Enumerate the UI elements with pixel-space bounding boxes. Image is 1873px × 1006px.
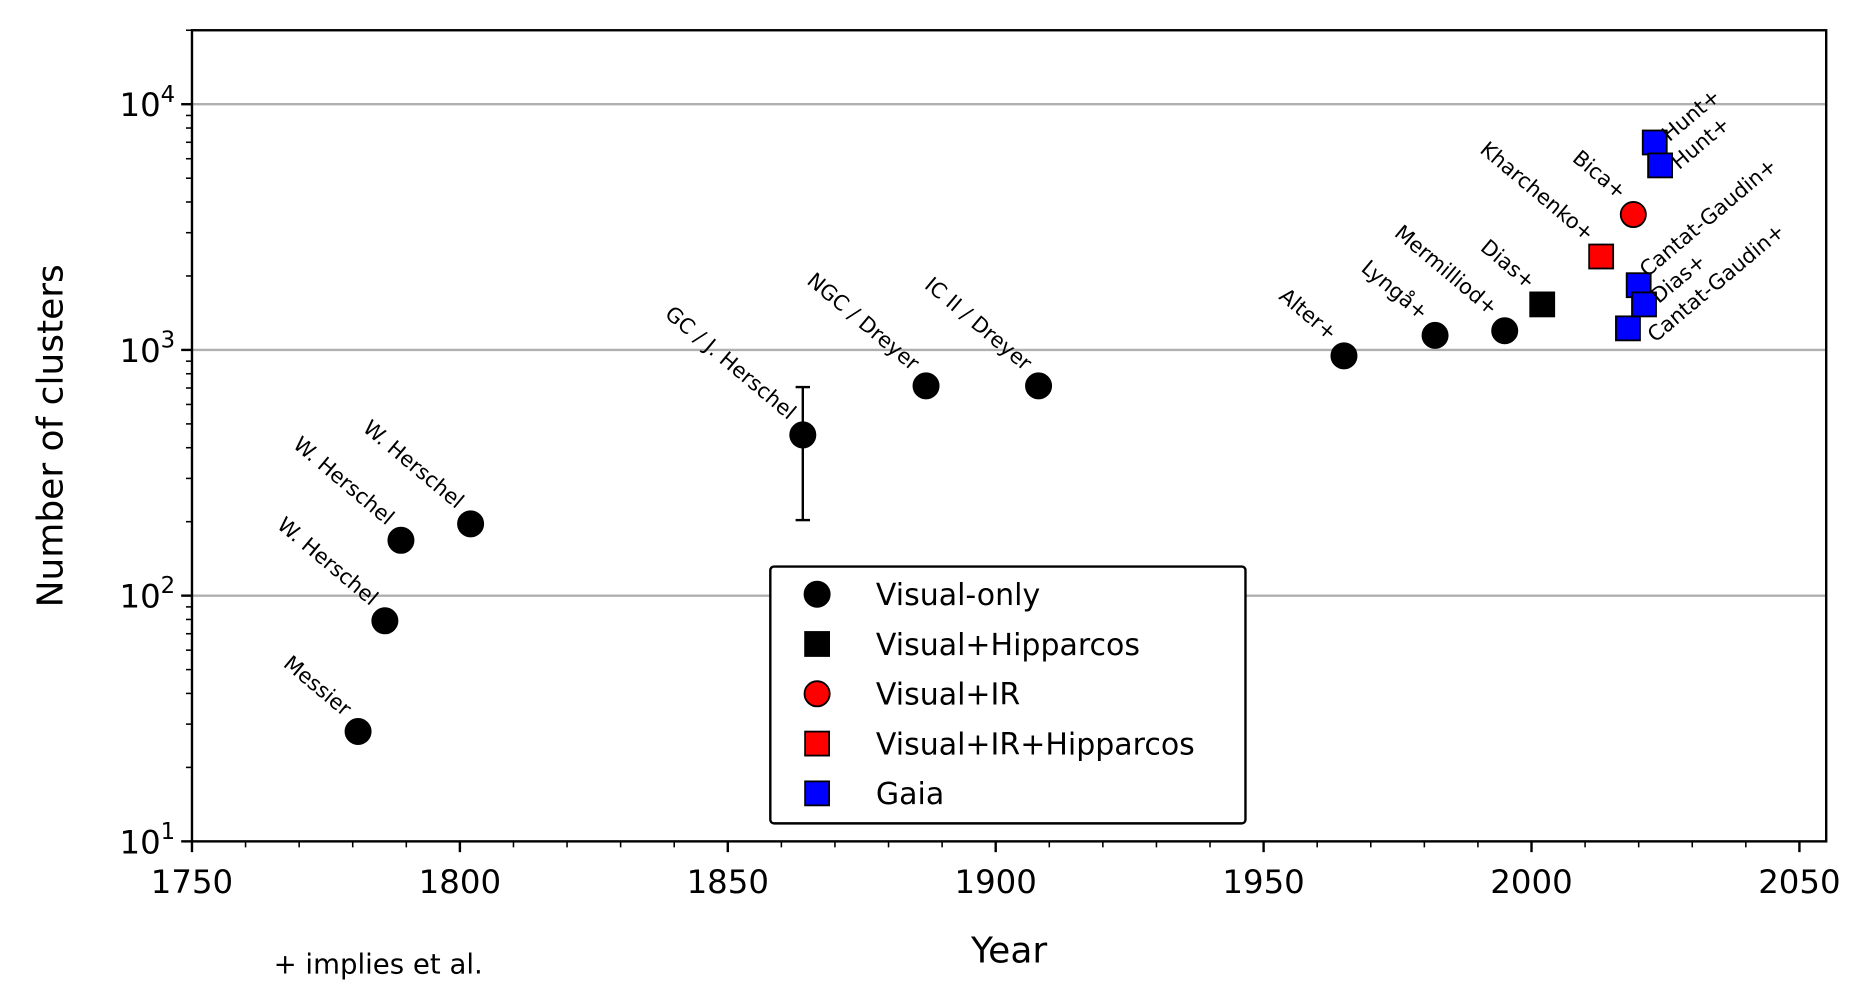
x-tick-label: 1900 [954,863,1036,901]
point-label: Messier [279,651,356,721]
x-tick-label: 1850 [687,863,769,901]
legend-box [769,565,1247,825]
point-label: Alter+ [1275,283,1342,345]
x-axis-label: Year [970,931,1047,972]
footnote: + implies et al. [274,947,483,980]
legend-marker [804,631,831,657]
point-label: NGC / Dreyer [803,268,925,375]
data-point [1529,291,1556,318]
data-point [1619,201,1647,229]
legend: Visual-only Visual+Hipparcos Visual+IR Visu… [769,565,1247,825]
data-point [344,717,372,745]
y-tick-label: 102 [119,573,175,615]
y-tick-label: 101 [119,819,175,861]
legend-marker [804,780,831,807]
data-point [1631,291,1657,318]
data-point [1025,372,1053,400]
y-axis-label: Number of clusters [30,264,71,607]
point-label: Dias+ [1476,235,1540,294]
data-point [387,526,415,554]
legend-label: Visual+IR+Hipparcos [876,727,1195,762]
data-point [1647,152,1674,179]
y-tick-label: 103 [119,328,175,370]
legend-label: Visual-only [876,578,1040,613]
data-point [912,372,940,400]
data-point [1615,315,1641,342]
point-label: Bica+ [1568,146,1631,204]
y-tick-label: 104 [119,82,175,124]
legend-marker [803,680,831,708]
plot-frame [190,29,1828,843]
data-point [1491,317,1519,345]
data-point [1330,342,1358,370]
data-point [1421,321,1449,349]
point-label: GC / J. Herschel [661,301,801,424]
data-point [457,510,485,538]
point-label: IC II / Dreyer [920,272,1036,375]
legend-marker [803,580,831,608]
x-tick-label: 1950 [1222,863,1304,901]
x-tick-label: 1750 [151,863,233,901]
x-tick-label: 2050 [1758,863,1840,901]
data-point [789,421,817,449]
legend-label: Gaia [876,777,944,812]
x-tick-label: 1800 [419,863,501,901]
legend-marker [804,730,831,757]
axis-ticks: 101 102 103 104 1750 1800 1850 1900 1950 2000 2050 [119,29,1841,901]
data-point [371,607,399,635]
data-point [1588,243,1615,270]
x-tick-label: 2000 [1490,863,1572,901]
legend-label: Visual+Hipparcos [876,628,1140,663]
legend-label: Visual+IR [876,678,1020,713]
